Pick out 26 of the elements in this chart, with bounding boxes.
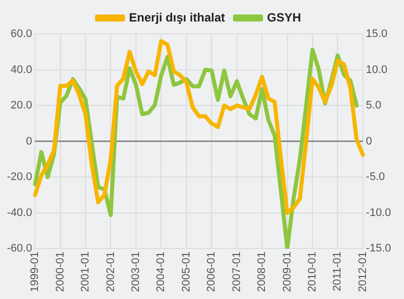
y-tick-label: 60.0 (10, 28, 32, 40)
y2-tick-label: 5.0 (366, 100, 382, 112)
y2-tick-label: -10.0 (366, 206, 392, 219)
legend-label: GSYH (267, 10, 302, 24)
y2-tick-label: -5.0 (366, 171, 385, 184)
y2-tick-label: 10.0 (366, 64, 388, 76)
y2-tick-label: 0 (366, 135, 372, 148)
legend-label: Enerji dışı ithalat (128, 10, 226, 24)
x-tick-label: 2001-01 (80, 252, 92, 292)
x-tick-label: 2002-01 (104, 252, 117, 292)
x-tick-label: 2010-01 (306, 252, 319, 292)
y-tick-label: 0 (26, 135, 32, 148)
x-tick-label: 2009-01 (281, 252, 294, 292)
x-tick-label: 2003-01 (130, 252, 142, 292)
x-tick-label: 2011-01 (332, 252, 344, 292)
y-tick-label: -40.0 (6, 206, 32, 219)
y-tick-label: 20.0 (10, 100, 32, 112)
x-tick-label: 2005-01 (180, 252, 192, 292)
y-tick-label: 40.0 (10, 64, 32, 76)
x-tick-label: 2004-01 (155, 252, 168, 292)
y2-tick-label: 15.0 (366, 28, 388, 40)
x-tick-label: 2007-01 (230, 252, 243, 292)
x-tick-label: 2006-01 (206, 252, 218, 292)
x-tick-label: 2008-01 (256, 252, 268, 292)
y-tick-label: -20.0 (6, 171, 32, 184)
x-tick-label: 2000-01 (54, 252, 66, 292)
